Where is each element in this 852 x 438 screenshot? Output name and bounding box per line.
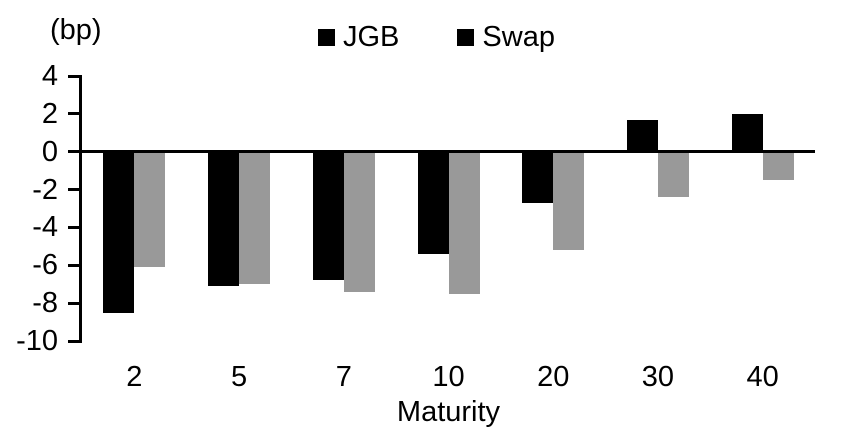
bar-swap-2 — [134, 151, 166, 268]
x-tick-label: 2 — [126, 361, 143, 393]
y-tick — [68, 112, 82, 116]
y-tick-label: -10 — [16, 325, 58, 357]
x-tick-label: 40 — [746, 361, 779, 393]
bar-jgb-5 — [208, 151, 240, 287]
x-tick-label: 20 — [537, 361, 570, 393]
bar-jgb-40 — [731, 113, 763, 152]
legend-label-jgb: JGB — [343, 21, 400, 53]
y-tick — [68, 225, 82, 229]
y-tick-label: -6 — [32, 249, 58, 282]
x-tick-label: 30 — [641, 361, 675, 393]
y-tick — [68, 74, 82, 78]
legend-item-swap: Swap — [457, 21, 555, 53]
x-axis-title: Maturity — [396, 396, 501, 428]
bar-swap-20 — [553, 151, 585, 251]
y-tick — [68, 301, 82, 305]
y-tick — [68, 188, 82, 192]
legend-label-swap: Swap — [482, 21, 555, 53]
bar-swap-5 — [239, 151, 271, 285]
y-tick-label: 4 — [41, 60, 58, 92]
y-tick — [68, 150, 82, 154]
y-tick-label: 0 — [41, 135, 58, 168]
y-tick-label: -2 — [32, 173, 58, 206]
zero-axis-line — [82, 150, 815, 154]
swap-swatch-icon — [457, 28, 475, 46]
bar-jgb-10 — [417, 151, 449, 254]
y-tick — [68, 263, 82, 267]
bar-jgb-30 — [626, 119, 658, 152]
bar-swap-10 — [448, 151, 480, 294]
y-axis-unit-label: (bp) — [50, 14, 102, 46]
bar-jgb-2 — [103, 151, 135, 313]
legend: JGB Swap — [318, 21, 555, 53]
y-tick — [68, 339, 82, 343]
legend-item-jgb: JGB — [318, 21, 399, 53]
y-tick-label: -4 — [32, 211, 58, 244]
x-tick-label: 7 — [335, 361, 352, 393]
bar-jgb-20 — [522, 151, 554, 203]
y-tick-label: -8 — [32, 287, 58, 320]
bar-swap-40 — [762, 151, 794, 181]
bar-jgb-7 — [312, 151, 344, 281]
y-tick-label: 2 — [41, 97, 58, 130]
x-tick-label: 10 — [432, 361, 465, 393]
jgb-swatch-icon — [318, 28, 335, 46]
bar-swap-30 — [657, 151, 689, 198]
bar-swap-7 — [343, 151, 375, 292]
x-tick-label: 5 — [230, 361, 248, 393]
y-axis-line — [79, 74, 82, 343]
